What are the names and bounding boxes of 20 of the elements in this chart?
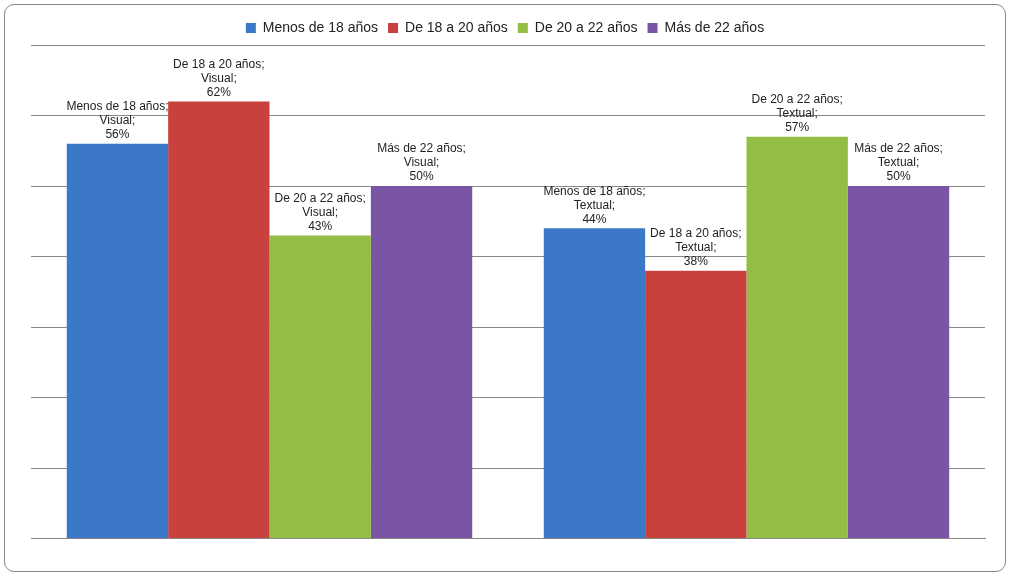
bar: [269, 235, 371, 539]
data-label: De 18 a 20 años; Textual; 38%: [650, 225, 742, 268]
bar: [543, 228, 646, 539]
bar: [168, 101, 270, 539]
bar: [645, 270, 747, 539]
legend-label: Más de 22 años: [664, 18, 765, 35]
data-label: Más de 22 años; Textual; 50%: [854, 141, 943, 184]
bar: [847, 186, 950, 539]
legend-label: De 20 a 22 años: [534, 18, 638, 35]
data-label: De 20 a 22 años; Textual; 57%: [751, 91, 843, 134]
data-label: Menos de 18 años; Textual; 44%: [543, 183, 646, 226]
data-label: Más de 22 años; Visual; 50%: [377, 141, 466, 184]
data-label: De 18 a 20 años; Visual; 62%: [173, 56, 265, 99]
legend-label: De 18 a 20 años: [405, 18, 508, 35]
bar: [370, 186, 473, 539]
bar: [746, 136, 848, 539]
data-label: De 20 a 22 años; Visual; 43%: [274, 190, 366, 233]
data-label: Menos de 18 años; Visual; 56%: [66, 99, 169, 142]
legend-label: Menos de 18 años: [262, 18, 379, 35]
bar: [66, 143, 169, 539]
